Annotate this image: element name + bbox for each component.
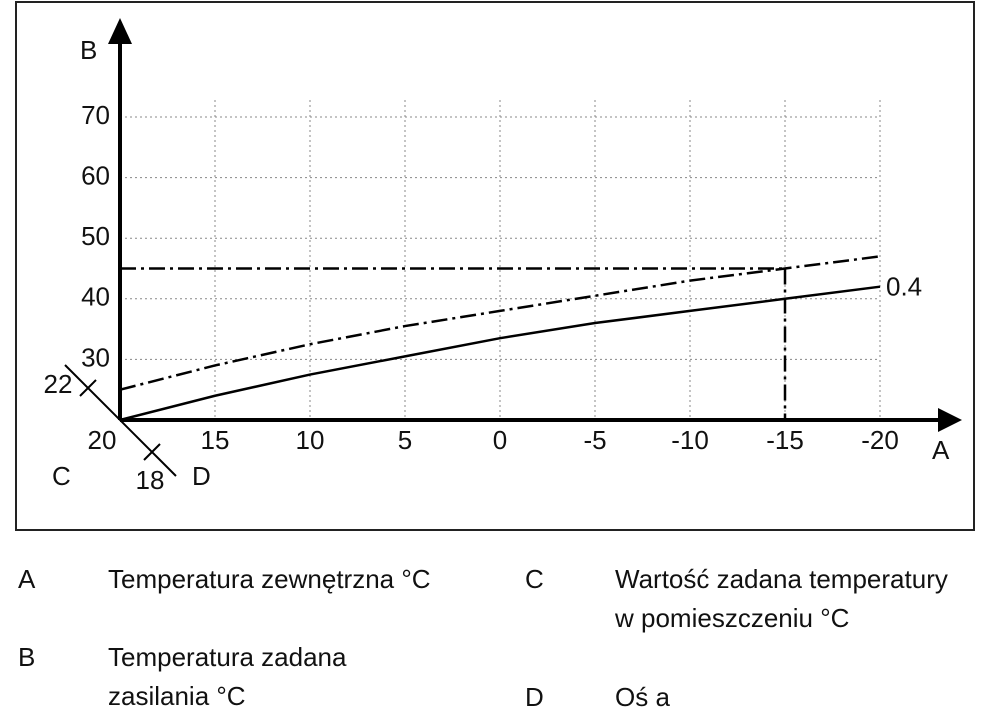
y-tick-label: 30 xyxy=(81,342,110,372)
x-tick-label: -15 xyxy=(766,425,804,455)
room-tick xyxy=(79,379,97,397)
room-axis-label: C xyxy=(52,461,71,491)
legend-text: Oś a xyxy=(615,682,670,712)
y-tick-label: 60 xyxy=(81,160,110,190)
legend-key: D xyxy=(525,682,544,712)
curve xyxy=(119,285,881,422)
x-tick-label: 0 xyxy=(493,425,507,455)
x-tick-label: 5 xyxy=(398,425,412,455)
chart: A B C D 20 15 10 5 0 -5 -10 -15 -203040506070221… xyxy=(15,1,975,531)
legend-text: Temperatura zadana zasilania °C xyxy=(108,642,347,711)
y-arrow xyxy=(108,18,132,44)
grid xyxy=(119,100,881,420)
curve xyxy=(119,255,881,391)
page: A B C D 20 15 10 5 0 -5 -10 -15 -20 30 40 50 60 70 22 1… xyxy=(15,1,975,712)
x-tick-label: 15 xyxy=(201,425,230,455)
legend-key: B xyxy=(18,642,36,672)
y-tick-label: 50 xyxy=(81,221,110,251)
x-axis-label: A xyxy=(932,435,950,465)
room-tick xyxy=(143,443,161,461)
y-tick-label: 70 xyxy=(81,100,110,130)
x-arrow xyxy=(938,408,962,432)
legend-text: Wartość zadana tempe­ratury w pomieszcze… xyxy=(615,564,948,633)
room-tick-label: 22 xyxy=(44,369,73,399)
x-tick-label: -20 xyxy=(861,425,899,455)
x-tick-label: -10 xyxy=(671,425,709,455)
room-tick-label: 18 xyxy=(136,465,165,495)
y-tick-label: 40 xyxy=(81,282,110,312)
curve-label: 0.4 xyxy=(886,272,922,302)
shift-axis-label: D xyxy=(192,461,211,491)
x-tick-label: 20 xyxy=(88,425,117,455)
legend-key: C xyxy=(525,564,544,594)
legend-key: A xyxy=(18,564,36,594)
y-axis-label: B xyxy=(80,35,97,65)
frame xyxy=(15,1,975,531)
x-tick-label: -5 xyxy=(583,425,606,455)
x-tick-label: 10 xyxy=(296,425,325,455)
legend-text: Temperatura zewnętrzna °C xyxy=(108,564,431,594)
